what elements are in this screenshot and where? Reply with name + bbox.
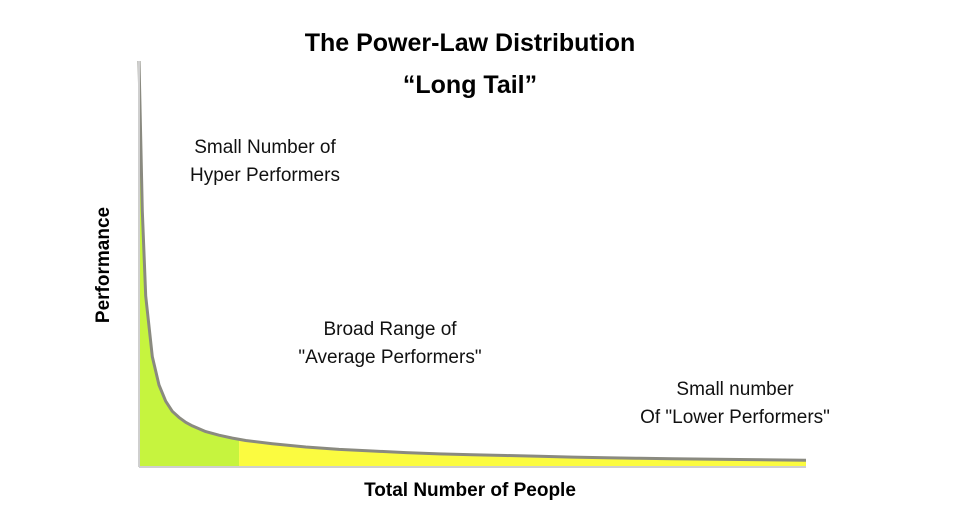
annotation-line: Small number [676,379,794,400]
x-axis-label: Total Number of People [364,480,576,501]
annotation-hyper-performers: Small Number of Hyper Performers [165,134,365,190]
head-area [139,61,240,466]
annotation-line: Small Number of [194,137,336,158]
annotation-line: Hyper Performers [190,165,340,186]
y-axis-label: Performance [93,206,114,324]
chart-subtitle: “Long Tail” [402,71,538,99]
annotation-lower-performers: Small number Of "Lower Performers" [620,376,850,432]
power-law-curve [137,60,807,462]
annotation-line: "Average Performers" [298,347,482,368]
tail-area [239,439,807,466]
annotation-line: Of "Lower Performers" [640,407,830,428]
chart-title: The Power-Law Distribution [304,29,636,57]
annotation-line: Broad Range of [323,319,457,340]
annotation-average-performers: Broad Range of "Average Performers" [270,316,510,372]
